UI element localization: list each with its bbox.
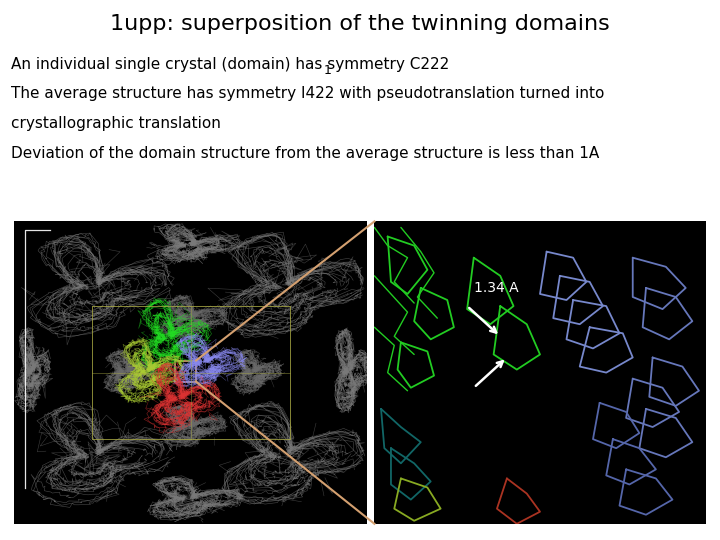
Text: 1: 1 bbox=[324, 64, 332, 77]
Bar bbox=[175, 361, 196, 382]
Text: crystallographic translation: crystallographic translation bbox=[11, 116, 220, 131]
Text: 1upp: superposition of the twinning domains: 1upp: superposition of the twinning doma… bbox=[110, 14, 610, 33]
Text: 1.34 A: 1.34 A bbox=[474, 281, 518, 295]
Text: Deviation of the domain structure from the average structure is less than 1A: Deviation of the domain structure from t… bbox=[11, 146, 599, 161]
Text: An individual single crystal (domain) has symmetry C222: An individual single crystal (domain) ha… bbox=[11, 57, 449, 72]
Text: The average structure has symmetry I422 with pseudotranslation turned into: The average structure has symmetry I422 … bbox=[11, 86, 604, 102]
